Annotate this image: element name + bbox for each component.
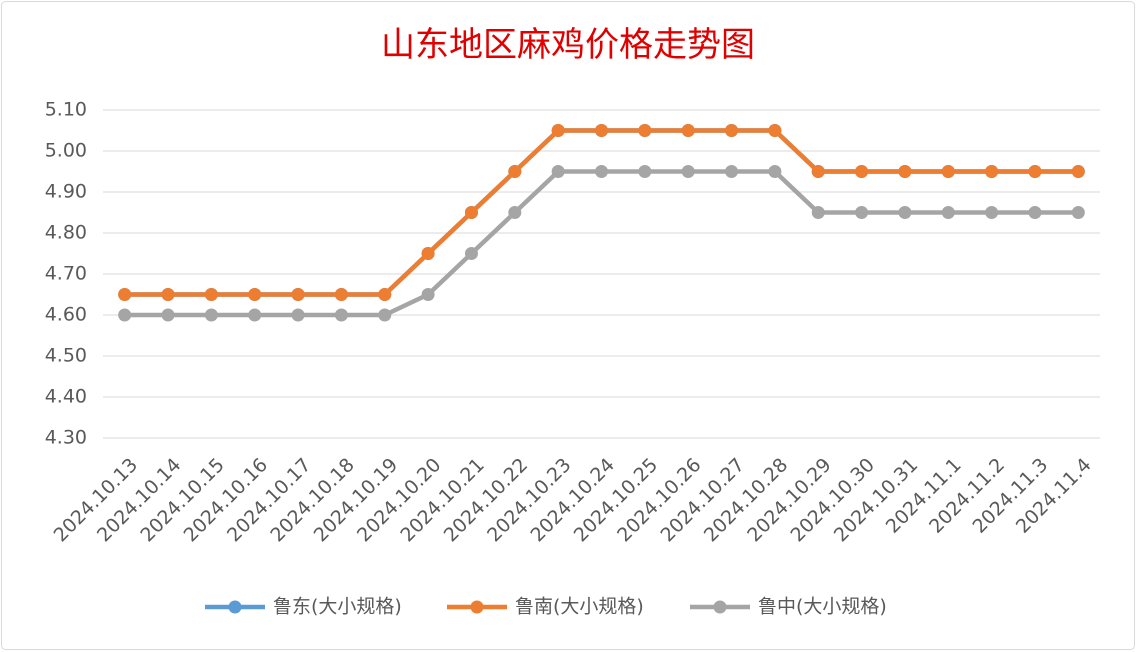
data-point	[985, 206, 999, 219]
data-point	[855, 165, 869, 178]
data-point	[551, 165, 565, 178]
data-point	[161, 308, 175, 322]
data-point	[204, 288, 218, 301]
data-point	[118, 288, 132, 301]
data-point	[638, 124, 652, 137]
data-point	[681, 165, 695, 178]
data-point	[898, 165, 912, 178]
data-point	[508, 206, 522, 219]
y-tick-label: 4.60	[45, 304, 87, 326]
y-tick-label: 4.70	[45, 263, 87, 285]
legend-marker	[228, 600, 242, 614]
legend-marker	[713, 600, 727, 614]
data-point	[811, 206, 825, 219]
data-point	[248, 308, 262, 322]
data-point	[508, 165, 522, 178]
data-point	[725, 124, 739, 137]
data-point	[768, 124, 782, 137]
data-point	[421, 288, 435, 301]
data-point	[855, 206, 869, 219]
data-point	[464, 247, 478, 260]
data-point	[378, 288, 392, 301]
data-point	[378, 308, 392, 322]
data-point	[248, 288, 262, 301]
data-point	[1071, 206, 1085, 219]
data-point	[941, 165, 955, 178]
data-point	[595, 165, 608, 178]
data-point	[1028, 206, 1042, 219]
data-point	[1028, 165, 1042, 178]
data-point	[725, 165, 739, 178]
data-point	[595, 124, 608, 137]
data-point	[1071, 165, 1085, 178]
data-point	[161, 288, 175, 301]
data-point	[118, 308, 132, 322]
data-point	[421, 247, 435, 260]
data-point	[811, 165, 825, 178]
y-tick-label: 4.50	[45, 345, 87, 367]
legend-marker	[470, 600, 484, 614]
data-point	[204, 308, 218, 322]
legend-label: 鲁中(大小规格)	[758, 596, 887, 618]
data-point	[291, 288, 305, 301]
data-point	[464, 206, 478, 219]
y-tick-label: 4.90	[45, 181, 87, 203]
data-point	[291, 308, 305, 322]
data-point	[985, 165, 999, 178]
data-point	[898, 206, 912, 219]
y-tick-label: 4.80	[45, 222, 87, 244]
data-point	[941, 206, 955, 219]
data-point	[551, 124, 565, 137]
legend-label: 鲁南(大小规格)	[515, 596, 644, 618]
y-tick-label: 4.30	[45, 427, 87, 449]
chart-title: 山东地区麻鸡价格走势图	[381, 25, 755, 65]
y-tick-label: 4.40	[45, 386, 87, 408]
data-point	[638, 165, 652, 178]
legend-label: 鲁东(大小规格)	[273, 596, 402, 618]
data-point	[334, 288, 348, 301]
y-tick-label: 5.10	[45, 99, 87, 121]
data-point	[681, 124, 695, 137]
y-tick-label: 5.00	[45, 140, 87, 162]
data-point	[768, 165, 782, 178]
data-point	[334, 308, 348, 322]
